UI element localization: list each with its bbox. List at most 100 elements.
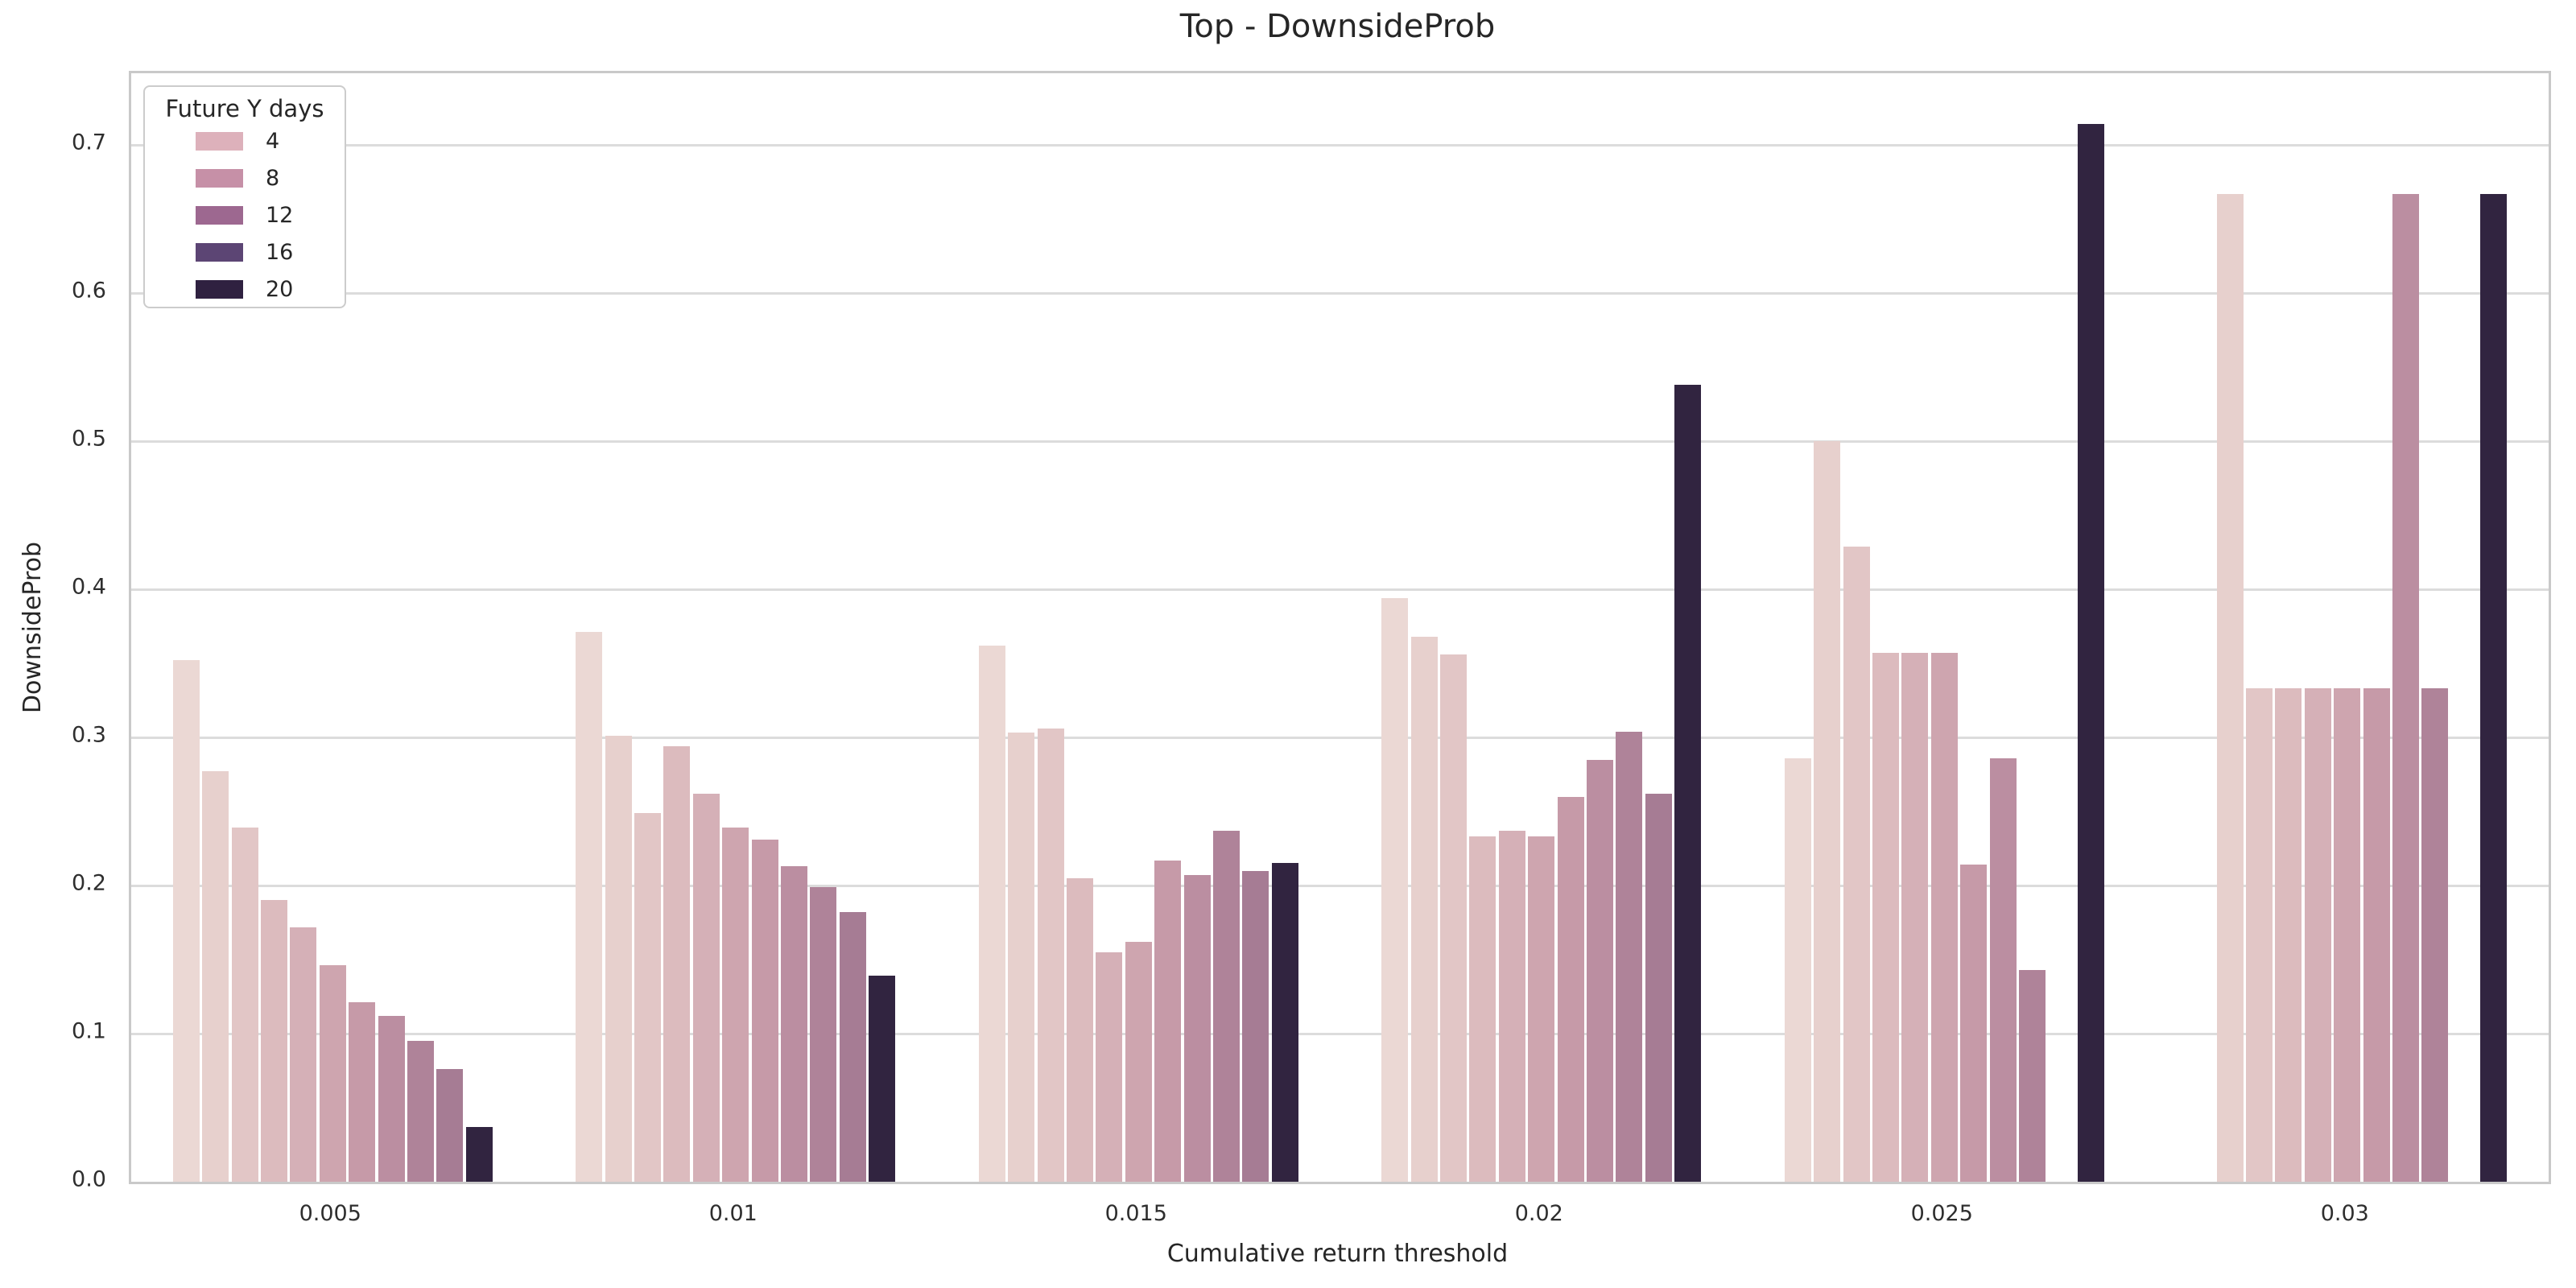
bar <box>231 828 258 1182</box>
x-tick-label: 0.01 <box>708 1201 758 1226</box>
bar <box>1989 758 2017 1182</box>
bar <box>1674 385 1702 1182</box>
bar-group-0.02 <box>1381 73 1703 1182</box>
x-tick-label: 0.02 <box>1514 1201 1563 1226</box>
bar <box>1901 653 1929 1182</box>
bar <box>436 1069 464 1182</box>
bar <box>1587 759 1614 1182</box>
bar-group-0.025 <box>1783 73 2105 1182</box>
legend-swatch <box>196 242 243 262</box>
bar <box>1930 653 1958 1182</box>
bar <box>2304 688 2331 1182</box>
bar <box>1843 546 1870 1182</box>
bar <box>1557 796 1584 1182</box>
legend-title: Future Y days <box>165 95 324 122</box>
bar <box>2216 193 2244 1182</box>
bar <box>2421 688 2449 1182</box>
bar <box>202 771 229 1182</box>
y-tick-label: 0.3 <box>72 722 106 748</box>
bar <box>978 645 1005 1182</box>
plot-area: Future Y days 4 8 12 16 20 <box>129 71 2551 1184</box>
bar <box>1212 830 1240 1182</box>
legend-label: 4 <box>266 128 280 154</box>
bar <box>1498 830 1525 1182</box>
bar <box>1440 654 1468 1182</box>
y-tick-label: 0.0 <box>72 1166 106 1192</box>
legend-rows: 4 8 12 16 20 <box>145 122 345 308</box>
legend: Future Y days 4 8 12 16 20 <box>143 85 346 308</box>
bar <box>2275 688 2302 1182</box>
legend-swatch <box>196 279 243 299</box>
x-tick-label: 0.015 <box>1104 1201 1167 1226</box>
bar <box>1183 875 1211 1182</box>
x-axis-label: Cumulative return threshold <box>1166 1240 1509 1268</box>
bar <box>605 736 632 1182</box>
bar <box>260 900 287 1182</box>
bar <box>751 839 778 1182</box>
bar <box>663 746 691 1182</box>
bar <box>2480 193 2508 1182</box>
gridline <box>131 440 2549 443</box>
y-tick-label: 0.5 <box>72 426 106 452</box>
y-tick-label: 0.2 <box>72 870 106 896</box>
legend-swatch <box>196 131 243 151</box>
bar <box>576 632 603 1182</box>
legend-row: 4 <box>145 122 345 159</box>
bar <box>1960 865 1988 1182</box>
bar <box>1271 863 1298 1182</box>
legend-label: 12 <box>266 202 294 228</box>
y-tick-label: 0.7 <box>72 130 106 155</box>
bar <box>2246 688 2273 1182</box>
bar <box>1066 877 1093 1182</box>
bar <box>722 828 749 1182</box>
bar <box>839 912 866 1182</box>
bar <box>1528 836 1555 1182</box>
bar <box>319 965 346 1182</box>
legend-label: 20 <box>266 276 294 302</box>
bar <box>1872 653 1899 1182</box>
y-tick-label: 0.1 <box>72 1018 106 1044</box>
legend-row: 8 <box>145 159 345 196</box>
bar <box>1381 598 1409 1182</box>
gridline <box>131 143 2549 147</box>
bar <box>2363 688 2390 1182</box>
bar-group-0.01 <box>575 73 897 1182</box>
bar <box>465 1126 493 1182</box>
bar <box>1784 758 1811 1182</box>
bar <box>634 812 662 1182</box>
bar <box>781 866 808 1182</box>
x-tick-label: 0.005 <box>299 1201 361 1226</box>
bar <box>2018 969 2046 1182</box>
bar <box>1125 941 1152 1182</box>
gridline <box>131 1032 2549 1035</box>
bar <box>172 660 200 1182</box>
bar <box>1616 731 1643 1182</box>
bar <box>1410 636 1438 1182</box>
legend-label: 16 <box>266 239 294 265</box>
bar <box>1242 870 1269 1182</box>
bar-group-0.005 <box>171 73 493 1182</box>
bar <box>1469 836 1496 1182</box>
bar <box>810 886 837 1182</box>
bar <box>1096 952 1123 1182</box>
legend-row: 16 <box>145 233 345 270</box>
gridline <box>131 884 2549 887</box>
x-tick-label: 0.03 <box>2320 1201 2369 1226</box>
bar <box>1154 860 1182 1182</box>
gridline <box>131 291 2549 295</box>
bar <box>349 1002 376 1182</box>
y-axis-label: DownsideProb <box>19 541 47 714</box>
gridline <box>131 588 2549 591</box>
bar <box>1008 733 1035 1182</box>
x-tick-label: 0.025 <box>1910 1201 1973 1226</box>
bar <box>2334 688 2361 1182</box>
legend-swatch <box>196 205 243 225</box>
bar <box>407 1041 434 1182</box>
bar <box>378 1015 405 1182</box>
legend-swatch <box>196 168 243 188</box>
bar <box>1037 728 1064 1182</box>
bar-group-0.03 <box>2186 73 2508 1182</box>
gridline <box>131 736 2549 739</box>
bar <box>1645 793 1672 1182</box>
